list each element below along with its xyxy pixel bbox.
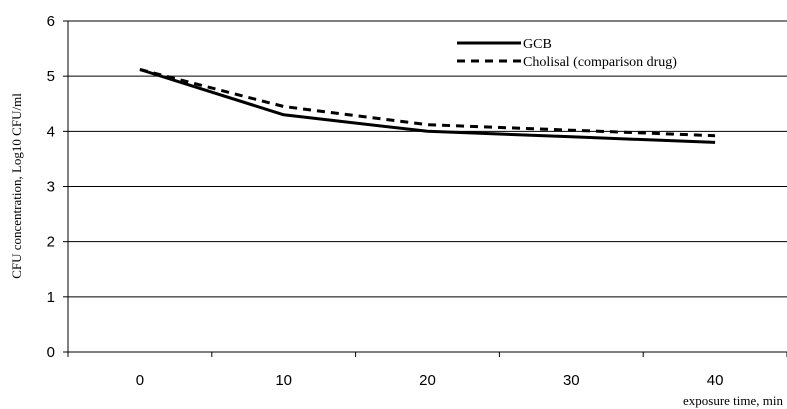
y-tick-label-2: 2 [47,234,55,251]
x-tick-label-10: 10 [275,372,292,389]
x-tick-label-30: 30 [563,372,580,389]
y-tick-label-6: 6 [47,13,55,30]
legend-label-gcb: GCB [523,37,552,52]
series-lines [139,68,716,144]
y-tick-label-3: 3 [47,179,55,196]
y-tick-label-1: 1 [47,289,55,306]
x-axis-title: exposure time, min [683,393,784,408]
x-tick-label-0: 0 [136,372,144,389]
x-tick-label-20: 20 [419,372,436,389]
y-tick-labels: 0 1 2 3 4 5 6 [47,13,68,361]
x-tick-label-40: 40 [707,372,724,389]
series-line-cholisal [139,68,716,138]
gridlines [68,20,787,298]
legend: GCB Cholisal (comparison drug) [457,37,677,70]
y-tick-label-4: 4 [47,123,55,140]
y-tick-label-0: 0 [47,344,55,361]
x-tick-labels: 0 10 20 30 40 [67,352,787,389]
y-axis-title: CFU concentration, Log10 CFU/ml [9,93,24,279]
y-tick-label-5: 5 [47,68,55,85]
legend-label-cholisal: Cholisal (comparison drug) [523,55,677,70]
series-line-gcb [139,68,716,144]
